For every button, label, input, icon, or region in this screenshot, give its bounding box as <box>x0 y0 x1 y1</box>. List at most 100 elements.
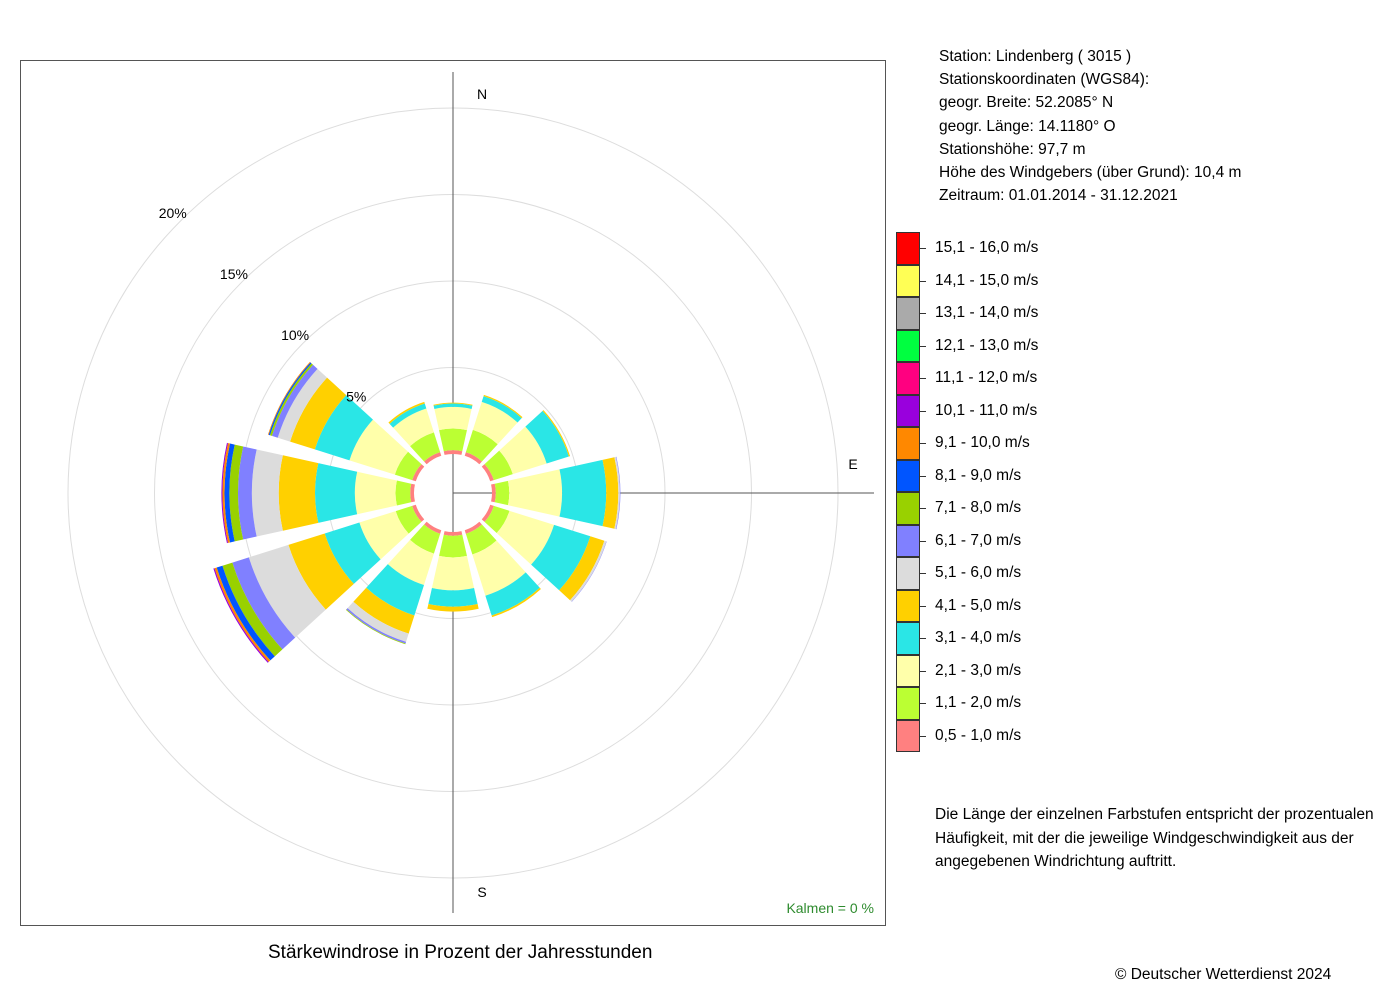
sensor-height: Höhe des Windgebers (über Grund): 10,4 m <box>939 164 1242 182</box>
legend-entry: 4,1 - 5,0 m/s <box>896 589 1376 622</box>
legend-entry: 10,1 - 11,0 m/s <box>896 394 1376 427</box>
chart-title: Stärkewindrose in Prozent der Jahresstun… <box>268 942 653 963</box>
wedge-segment <box>324 522 381 584</box>
legend-swatch <box>896 622 920 655</box>
wedge-segment <box>395 505 422 534</box>
station-latitude: geogr. Breite: 52.2085° N <box>939 94 1114 112</box>
wedge-segment <box>491 483 496 503</box>
wedge-segment <box>346 608 407 644</box>
wedge-segment <box>507 469 563 517</box>
legend-entry: 8,1 - 9,0 m/s <box>896 459 1376 492</box>
wedge-segment <box>491 587 541 618</box>
wedge-segment <box>424 452 442 465</box>
wedge-segment <box>464 452 482 465</box>
station-name: Station: Lindenberg ( 3015 ) <box>939 48 1132 65</box>
legend-swatch <box>896 232 920 265</box>
legend-tick <box>920 573 926 574</box>
legend-label: 11,1 - 12,0 m/s <box>935 369 1038 386</box>
wedge-segment <box>570 540 607 602</box>
wedge-segment <box>499 426 547 475</box>
wedge-segment <box>465 429 498 462</box>
wedge-segment <box>433 403 473 409</box>
radial-tick-label: 10% <box>281 327 309 343</box>
explanation-text: Die Länge der einzelnen Farbstufen entsp… <box>935 803 1395 874</box>
wedge-segment <box>393 408 434 447</box>
legend-label: 5,1 - 6,0 m/s <box>935 564 1022 581</box>
wedge-segment <box>224 443 235 543</box>
direction-120 <box>481 504 607 602</box>
wedge-segment <box>278 455 319 531</box>
legend-swatch <box>896 687 920 720</box>
wedge-segment <box>314 395 373 461</box>
wedge-segment <box>434 406 472 431</box>
legend-entry: 12,1 - 13,0 m/s <box>896 329 1376 362</box>
legend-swatch <box>896 297 920 330</box>
legend-entry: 1,1 - 2,0 m/s <box>896 687 1376 720</box>
wedge-segment <box>615 456 621 530</box>
direction-30 <box>464 394 523 465</box>
radial-tick-label: 15% <box>220 266 248 282</box>
legend-entry: 9,1 - 10,0 m/s <box>896 427 1376 460</box>
wedge-segment <box>525 410 569 464</box>
wedge-segment <box>602 457 619 529</box>
wedge-segment <box>484 450 513 481</box>
wedge-segment <box>222 562 283 657</box>
wedge-segment <box>465 524 497 555</box>
wedge-segment <box>433 402 473 406</box>
wedge-segment <box>290 377 347 450</box>
wedge-segment <box>229 444 244 542</box>
legend-tick <box>920 638 926 639</box>
wedge-segment <box>481 504 494 522</box>
legend-entry: 6,1 - 7,0 m/s <box>896 524 1376 557</box>
direction-150 <box>464 521 541 618</box>
legend-entry: 14,1 - 15,0 m/s <box>896 264 1376 297</box>
wedge-segment <box>410 483 415 503</box>
legend-tick <box>920 670 926 672</box>
wedge-segment <box>431 555 475 591</box>
time-period: Zeitraum: 01.01.2014 - 31.12.2021 <box>939 187 1178 205</box>
legend-label: 0,5 - 1,0 m/s <box>935 726 1022 744</box>
legend-entry: 7,1 - 8,0 m/s <box>896 492 1376 525</box>
legend-swatch <box>896 394 920 427</box>
wedge-segment <box>269 363 314 436</box>
direction-270 <box>221 442 415 544</box>
legend-entry: 11,1 - 12,0 m/s <box>896 362 1376 395</box>
legend-tick <box>920 345 926 347</box>
legend-tick <box>920 735 926 737</box>
wedge-segment <box>481 464 494 482</box>
direction-180 <box>427 531 479 612</box>
legend-swatch <box>896 329 920 362</box>
wedge-segment <box>531 524 591 591</box>
legend-swatch <box>896 719 920 752</box>
wedge-segment <box>443 450 463 455</box>
wedge-segment <box>277 368 328 442</box>
wedge-segment <box>238 446 257 540</box>
wedge-segment <box>494 480 510 506</box>
plot-frame <box>20 60 886 926</box>
legend-tick <box>920 410 926 412</box>
wedge-segment <box>443 531 463 536</box>
wedge-segment <box>354 471 397 515</box>
legend-tick <box>920 508 926 509</box>
wedge-segment <box>271 364 318 438</box>
direction-0 <box>433 402 473 455</box>
legend-entry: 0,5 - 1,0 m/s <box>896 719 1376 752</box>
direction-60 <box>481 410 571 482</box>
wedge-segment <box>353 587 415 634</box>
explanation-line: Die Länge der einzelnen Farbstufen entsp… <box>935 806 1374 823</box>
wedge-segment <box>481 396 522 423</box>
legend-label: 1,1 - 2,0 m/s <box>935 694 1022 711</box>
legend-entry: 3,1 - 4,0 m/s <box>896 622 1376 655</box>
direction-330 <box>388 401 442 465</box>
station-elevation: Stationshöhe: 97,7 m <box>939 140 1086 158</box>
wedge-segment <box>366 564 425 616</box>
legend-label: 13,1 - 14,0 m/s <box>935 304 1039 321</box>
wedge-segment <box>424 521 442 534</box>
wedge-segment <box>232 557 296 650</box>
wedge-segment <box>412 464 425 482</box>
legend-entry: 15,1 - 16,0 m/s <box>896 232 1376 265</box>
wedge-segment <box>315 463 358 523</box>
direction-label: N <box>477 86 487 102</box>
legend-entry: 2,1 - 3,0 m/s <box>896 654 1376 687</box>
